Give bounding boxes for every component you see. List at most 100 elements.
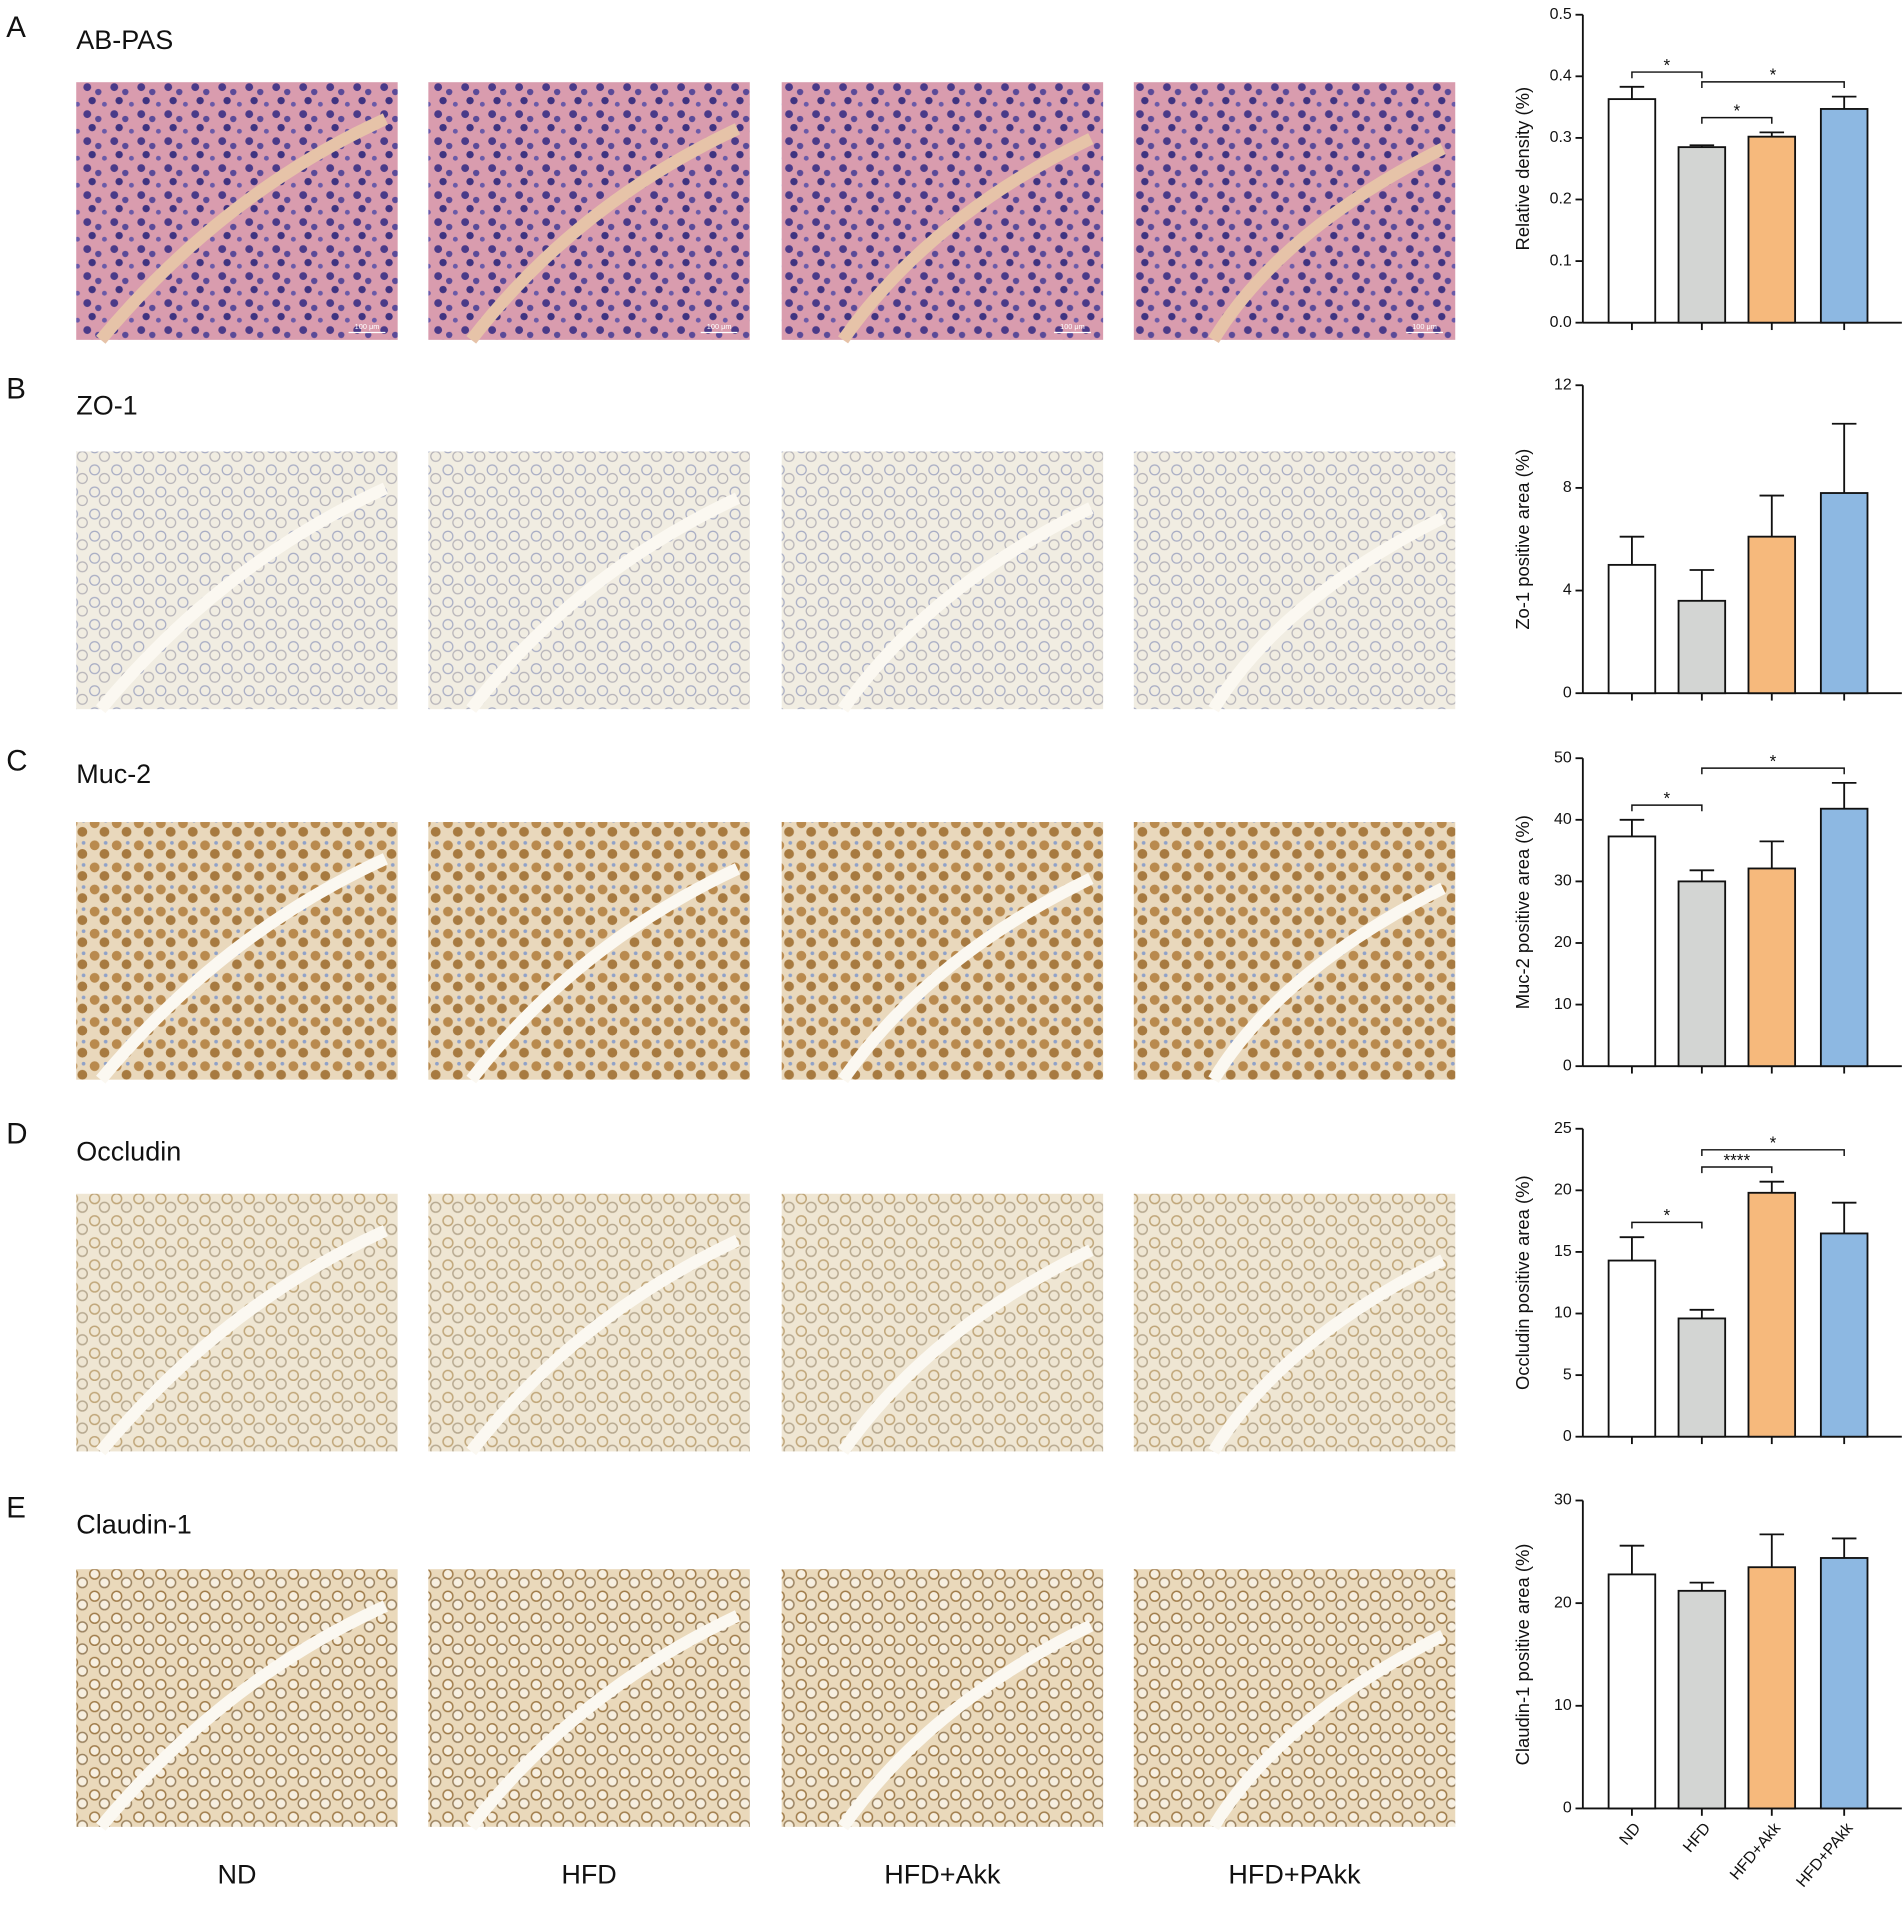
stain-label: ZO-1 bbox=[76, 391, 137, 421]
column-label: HFD+PAkk bbox=[1228, 1859, 1361, 1889]
bar bbox=[1819, 1232, 1869, 1438]
bar bbox=[1819, 1557, 1869, 1810]
error-bar bbox=[1619, 818, 1645, 837]
lumen bbox=[1208, 512, 1446, 713]
bar bbox=[1747, 1566, 1797, 1810]
y-tick-label: 40 bbox=[1554, 811, 1572, 828]
lumen bbox=[96, 853, 388, 1084]
lumen bbox=[838, 1244, 1094, 1455]
bar bbox=[1677, 146, 1727, 324]
error-bar bbox=[1689, 1308, 1715, 1319]
micrograph bbox=[781, 451, 1104, 710]
column-label: ND bbox=[217, 1859, 256, 1889]
lumen bbox=[1208, 1254, 1446, 1455]
lumen bbox=[96, 482, 388, 714]
lumen bbox=[1208, 142, 1446, 344]
column-label: HFD+Akk bbox=[884, 1859, 1001, 1889]
y-tick-label: 25 bbox=[1554, 1120, 1572, 1137]
lumen bbox=[1208, 882, 1446, 1083]
error-bar bbox=[1831, 1537, 1857, 1558]
x-tick-label: HFD+PAkk bbox=[1793, 1820, 1856, 1891]
lumen bbox=[96, 113, 388, 344]
bar bbox=[1677, 599, 1727, 695]
panel-letter: C bbox=[6, 744, 27, 777]
significance-label: * bbox=[1664, 55, 1671, 75]
error-bar bbox=[1689, 1581, 1715, 1591]
error-bar bbox=[1689, 569, 1715, 601]
significance-label: * bbox=[1664, 788, 1671, 808]
y-tick-label: 0 bbox=[1563, 1428, 1572, 1445]
y-tick-label: 10 bbox=[1554, 1305, 1572, 1322]
bar bbox=[1607, 1573, 1657, 1810]
lumen bbox=[1208, 1629, 1446, 1831]
significance-bracket bbox=[1701, 1166, 1773, 1174]
significance-bracket bbox=[1701, 116, 1773, 124]
error-bar bbox=[1619, 535, 1645, 565]
micrograph bbox=[781, 1193, 1104, 1452]
y-tick-label: 0.5 bbox=[1550, 6, 1572, 23]
y-tick-label: 30 bbox=[1554, 1492, 1572, 1509]
error-bar bbox=[1759, 840, 1785, 869]
micrograph bbox=[781, 1569, 1104, 1827]
significance-bracket bbox=[1701, 81, 1845, 89]
error-bar bbox=[1759, 131, 1785, 137]
bar bbox=[1677, 1317, 1727, 1438]
stain-label: Muc-2 bbox=[76, 759, 151, 789]
column-label: HFD bbox=[561, 1859, 616, 1889]
bar bbox=[1607, 98, 1657, 324]
lumen bbox=[96, 1600, 388, 1831]
bar bbox=[1747, 1191, 1797, 1438]
y-axis-title: Zo-1 positive area (%) bbox=[1512, 449, 1533, 630]
y-tick-label: 20 bbox=[1554, 934, 1572, 951]
scale-bar-label: 100 μm bbox=[1412, 322, 1437, 331]
error-bar bbox=[1689, 869, 1715, 882]
significance-bracket bbox=[1701, 1149, 1845, 1156]
bar bbox=[1747, 867, 1797, 1068]
bar bbox=[1747, 135, 1797, 324]
x-tick-label: ND bbox=[1617, 1820, 1645, 1849]
significance-label: * bbox=[1770, 751, 1777, 771]
y-tick-label: 20 bbox=[1554, 1594, 1572, 1611]
error-bar bbox=[1831, 95, 1857, 109]
y-tick-label: 20 bbox=[1554, 1182, 1572, 1199]
error-bar bbox=[1759, 494, 1785, 537]
bar bbox=[1819, 108, 1869, 324]
y-tick-label: 0.2 bbox=[1550, 191, 1572, 208]
significance-bracket bbox=[1631, 71, 1703, 79]
micrograph bbox=[1133, 82, 1456, 340]
bar bbox=[1607, 1259, 1657, 1438]
error-bar bbox=[1759, 1533, 1785, 1568]
stain-label: Occludin bbox=[76, 1137, 181, 1167]
y-tick-label: 0 bbox=[1563, 1800, 1572, 1817]
micrograph bbox=[781, 82, 1104, 340]
significance-label: * bbox=[1664, 1205, 1671, 1225]
micrograph bbox=[1133, 451, 1456, 710]
y-tick-label: 0.4 bbox=[1550, 68, 1572, 85]
lumen bbox=[466, 1610, 741, 1831]
bar bbox=[1819, 492, 1869, 695]
error-bar bbox=[1831, 1201, 1857, 1234]
error-bar bbox=[1619, 1236, 1645, 1261]
micrograph bbox=[1133, 1193, 1456, 1452]
y-tick-label: 0.1 bbox=[1550, 252, 1572, 269]
micrograph bbox=[428, 82, 750, 340]
micrograph bbox=[781, 822, 1104, 1080]
error-bar bbox=[1759, 1180, 1785, 1193]
bar bbox=[1607, 835, 1657, 1068]
panel-letter: A bbox=[6, 11, 26, 44]
bar bbox=[1819, 807, 1869, 1068]
lumen bbox=[838, 1620, 1094, 1831]
y-tick-label: 0.3 bbox=[1550, 129, 1572, 146]
stain-label: AB-PAS bbox=[76, 25, 173, 55]
bar bbox=[1677, 1589, 1727, 1810]
y-tick-label: 50 bbox=[1554, 749, 1572, 766]
y-axis-title: Claudin-1 positive area (%) bbox=[1512, 1544, 1533, 1766]
lumen bbox=[96, 1224, 388, 1456]
y-tick-label: 0 bbox=[1563, 1057, 1572, 1074]
x-tick-label: HFD+Akk bbox=[1727, 1820, 1784, 1884]
panel-letter: E bbox=[6, 1492, 26, 1525]
significance-bracket bbox=[1701, 767, 1845, 775]
scale-bar-label: 100 μm bbox=[1060, 322, 1085, 331]
micrograph bbox=[428, 1193, 750, 1452]
